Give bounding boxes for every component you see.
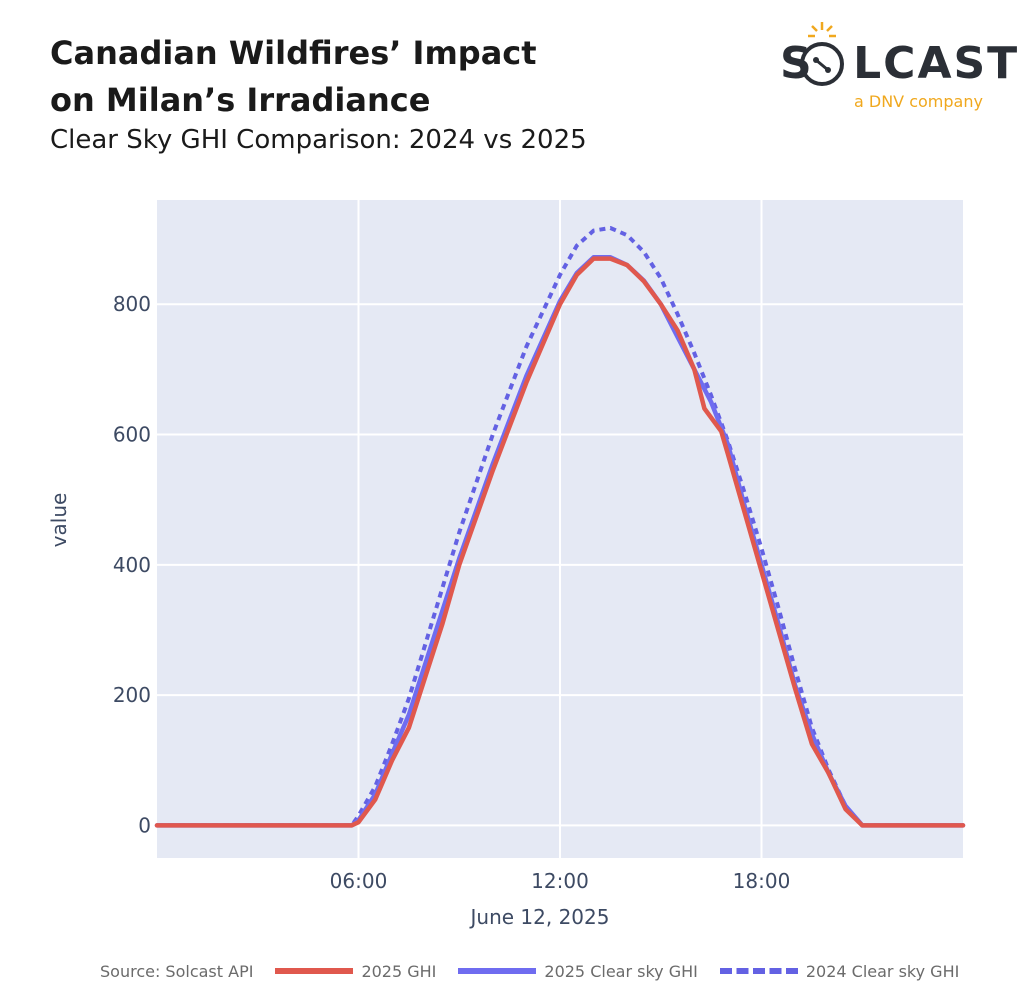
solcast-logo: SOLCAST a DNV company xyxy=(770,18,1017,118)
y-tick-label: 200 xyxy=(113,683,151,707)
y-axis-title: value xyxy=(47,493,71,548)
source-note: Source: Solcast API xyxy=(100,961,254,981)
x-tick-label: 12:00 xyxy=(531,869,589,893)
legend-swatch-2025-ghi xyxy=(275,968,354,974)
legend-swatch-2024-clear-sky xyxy=(719,968,798,974)
y-tick-label: 600 xyxy=(113,423,151,447)
legend: Source: Solcast API 2025 GHI 2025 Clear … xyxy=(100,960,959,982)
chart-subtitle: Clear Sky GHI Comparison: 2024 vs 2025 xyxy=(50,125,587,155)
logo-brand: SOLCAST xyxy=(780,38,1020,89)
legend-label-2024-clear-sky: 2024 Clear sky GHI xyxy=(805,961,960,981)
logo-tagline: a DNV company xyxy=(854,92,983,111)
chart-title: Canadian Wildfires’ Impact on Milan’s Ir… xyxy=(50,34,537,119)
series-line-2025-ghi xyxy=(154,256,966,828)
sun-circuit-icon xyxy=(800,22,844,86)
legend-label-2025-clear-sky: 2025 Clear sky GHI xyxy=(544,961,698,981)
y-tick-label: 0 xyxy=(138,813,151,837)
legend-item-2025-ghi[interactable]: 2025 GHI xyxy=(275,962,436,981)
y-tick-label: 800 xyxy=(113,292,151,316)
legend-swatch-2025-clear-sky xyxy=(458,968,537,974)
series-line-2024-clear-sky-ghi xyxy=(157,226,963,828)
x-tick-label: 18:00 xyxy=(733,869,791,893)
line-chart: 0 200 400 600 800 06:00 12:00 18:00 June 12, 202… xyxy=(47,200,966,929)
legend-item-2025-clear-sky[interactable]: 2025 Clear sky GHI xyxy=(458,961,698,981)
legend-item-2024-clear-sky[interactable]: 2024 Clear sky GHI xyxy=(719,961,960,981)
x-axis-title: June 12, 2025 xyxy=(469,905,610,929)
x-tick-label: 06:00 xyxy=(330,869,388,893)
legend-label-2025-ghi: 2025 GHI xyxy=(361,961,437,981)
logo-brand-rest: LCAST xyxy=(853,38,1020,89)
y-tick-label: 400 xyxy=(113,553,151,577)
